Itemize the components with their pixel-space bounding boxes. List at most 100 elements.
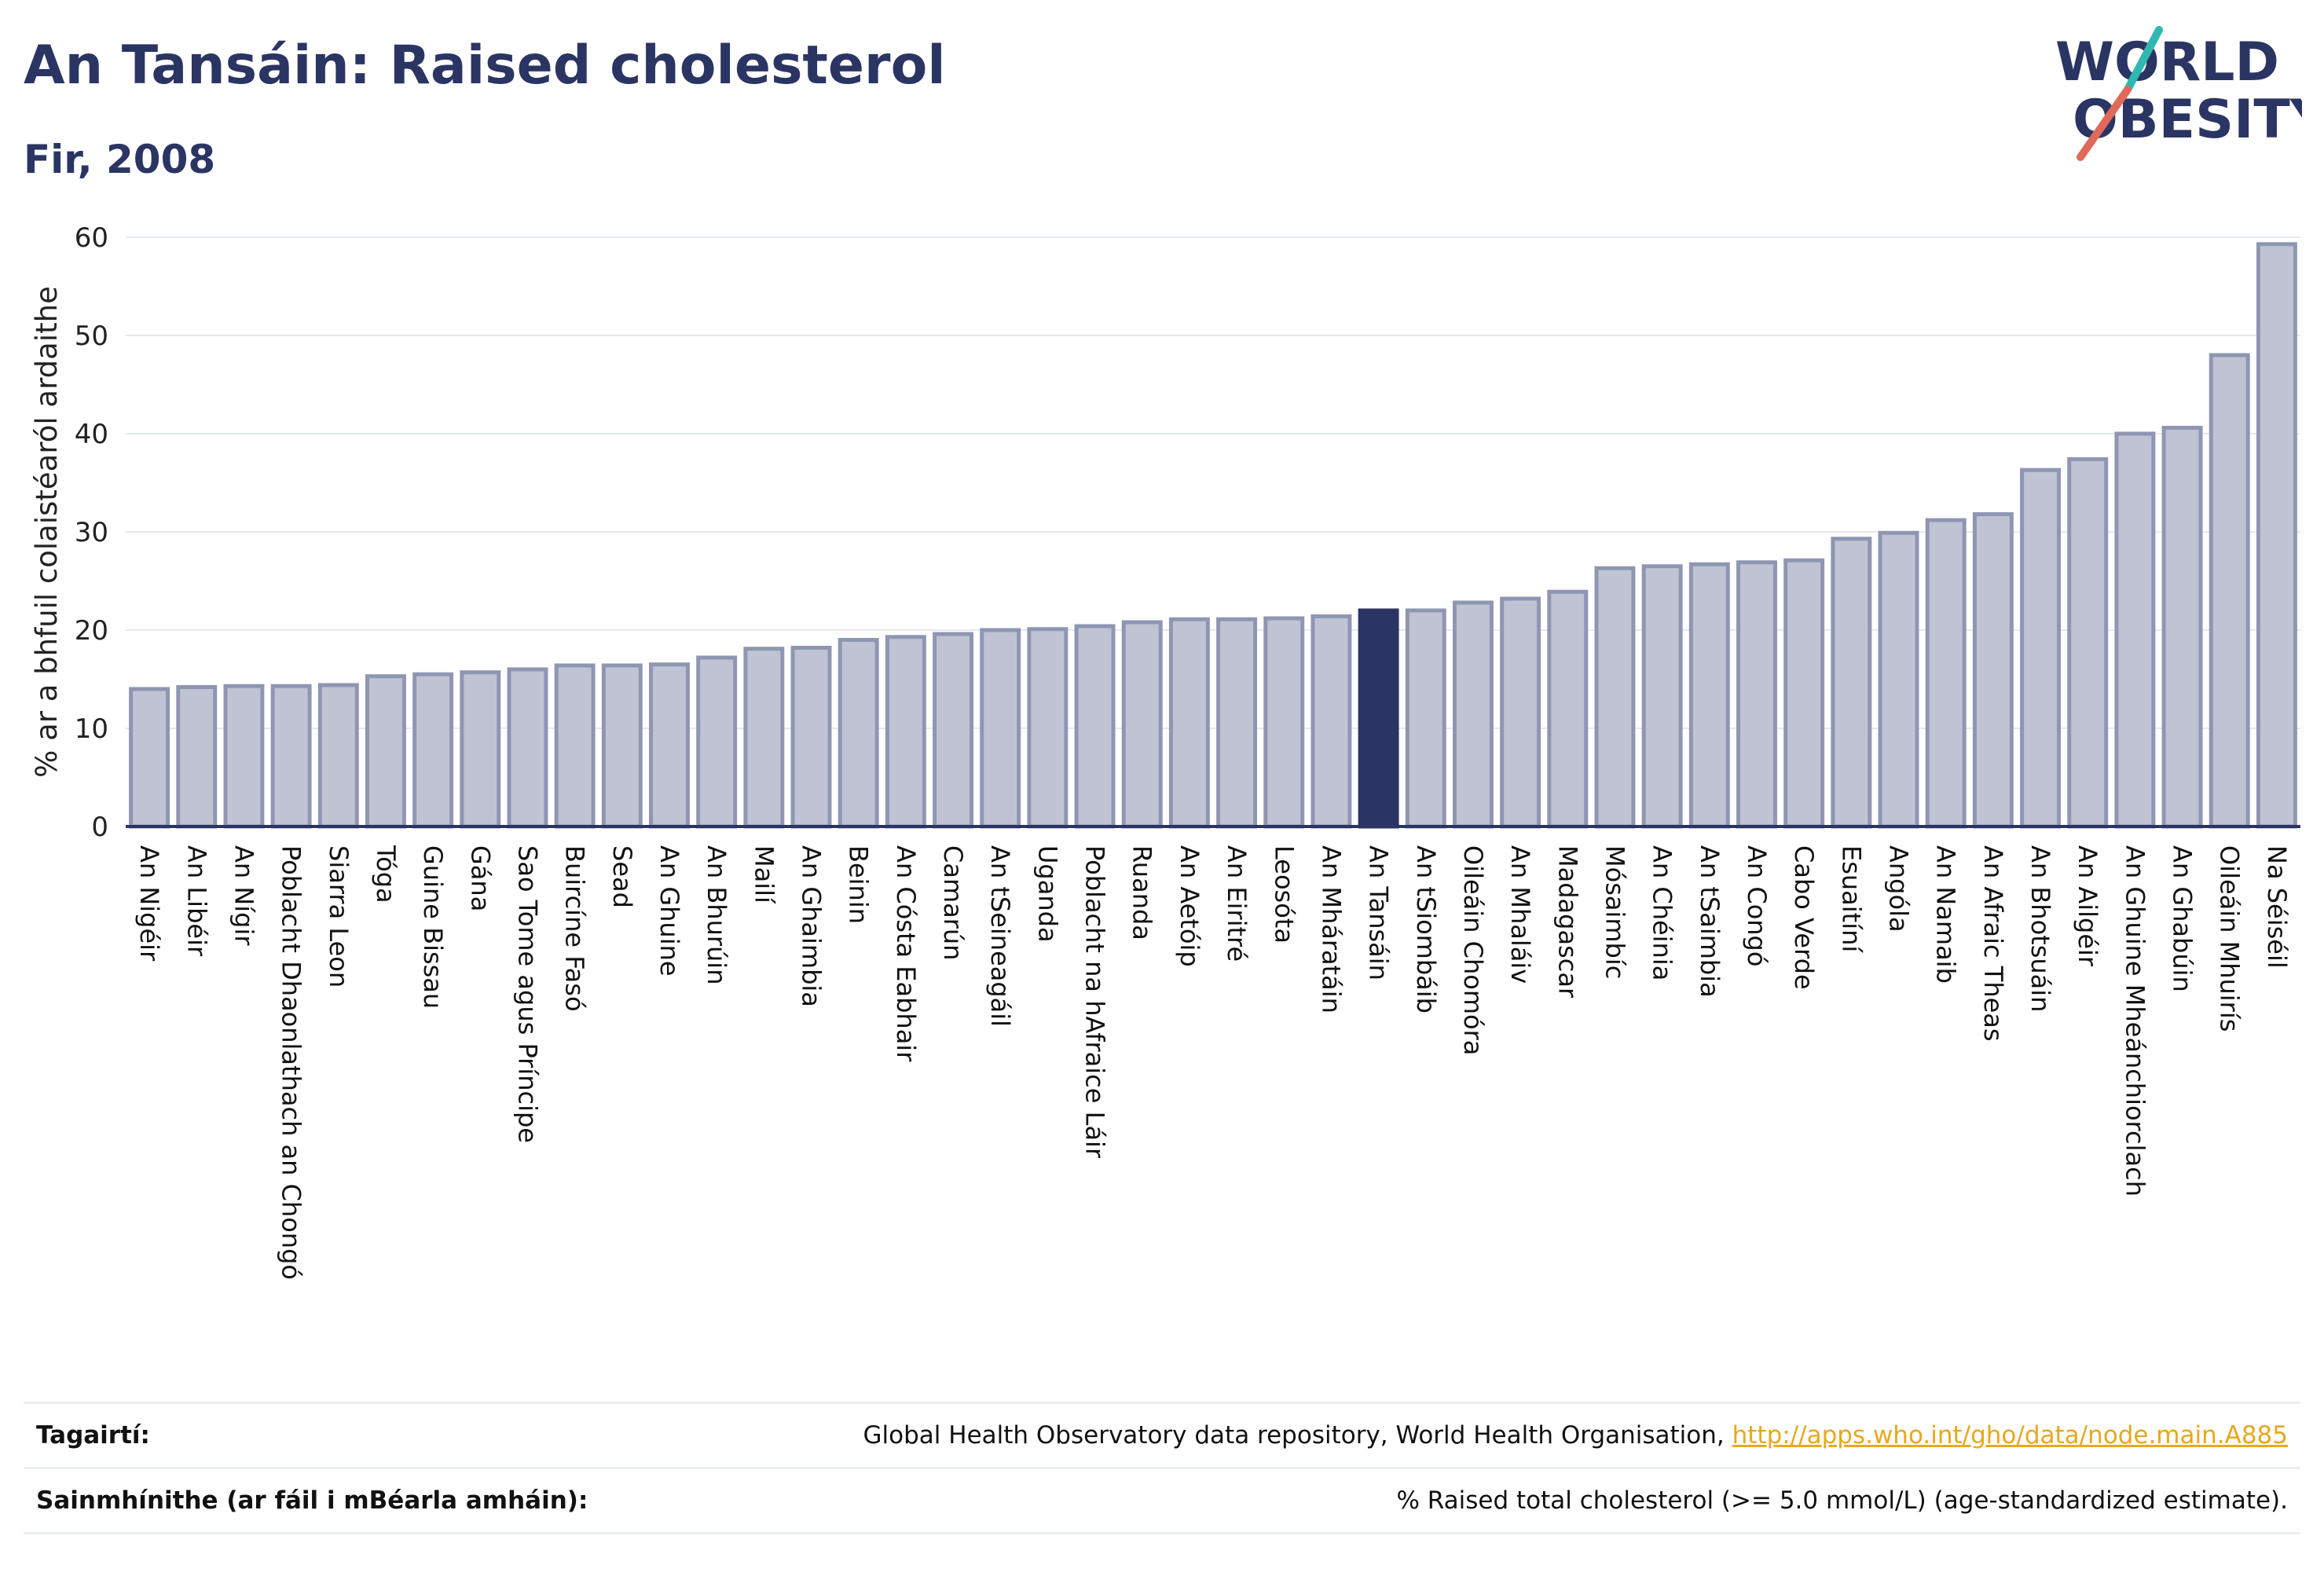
y-tick-label: 0 bbox=[91, 812, 108, 843]
references-link[interactable]: http://apps.who.int/gho/data/node.main.A… bbox=[1732, 1421, 2288, 1450]
world-obesity-logo: WORLD OBESITY bbox=[2055, 26, 2302, 161]
x-tick-label: Esuaitíní bbox=[1836, 845, 1866, 953]
y-tick-label: 40 bbox=[75, 419, 108, 450]
bar bbox=[176, 685, 218, 829]
bar bbox=[1594, 566, 1636, 829]
definitions-text: % Raised total cholesterol (>= 5.0 mmol/… bbox=[1396, 1486, 2288, 1515]
bar bbox=[1688, 562, 1730, 829]
bar bbox=[838, 638, 879, 829]
bar bbox=[1878, 530, 1919, 829]
bar bbox=[649, 662, 690, 829]
bar bbox=[223, 684, 265, 829]
x-tick-label: An tSiombáib bbox=[1411, 845, 1441, 1013]
x-tick-label: Poblacht Dhaonlathach an Chongó bbox=[277, 845, 306, 1280]
x-tick-label: An Mhaláiv bbox=[1505, 845, 1535, 984]
x-tick-label: An Nigéir bbox=[134, 845, 164, 962]
bar bbox=[1121, 620, 1163, 829]
bar bbox=[696, 655, 738, 829]
bar bbox=[1831, 537, 1872, 829]
x-tick-label: Na Séiséil bbox=[2262, 845, 2292, 969]
x-tick-label: An Ghuine bbox=[654, 845, 684, 977]
x-tick-label: An Ailgéir bbox=[2073, 845, 2102, 967]
x-tick-label: An Ghaimbia bbox=[797, 845, 827, 1007]
references-label: Tagairtí: bbox=[36, 1421, 150, 1450]
bar bbox=[2020, 467, 2062, 829]
logo-line1: WORLD bbox=[2055, 31, 2279, 93]
x-tick-label: Angóla bbox=[1884, 845, 1914, 933]
bar bbox=[1405, 608, 1446, 829]
y-tick-label: 30 bbox=[75, 517, 108, 548]
x-tick-label: Poblacht na hAfraice Láir bbox=[1080, 845, 1110, 1159]
x-tick-label: An Ghuine Mheánchiorclach bbox=[2120, 845, 2150, 1197]
x-tick-label: Leosóta bbox=[1269, 845, 1299, 944]
x-tick-label: Uganda bbox=[1032, 845, 1062, 943]
references-text: Global Health Observatory data repositor… bbox=[863, 1421, 1725, 1450]
x-tick-label: Oileáin Mhuirís bbox=[2215, 845, 2245, 1032]
y-tick-label: 60 bbox=[75, 222, 108, 254]
chart-subtitle: Fir, 2008 bbox=[24, 137, 216, 182]
bar bbox=[1500, 596, 1541, 829]
references-row: Tagairtí: Global Health Observatory data… bbox=[24, 1402, 2300, 1467]
bar-chart: 0 10 20 30 40 50 60 % ar a bhfuil colaistéaról … bbox=[30, 222, 2300, 1280]
bar bbox=[1452, 600, 1494, 829]
x-tick-label: An Cósta Eabhair bbox=[891, 845, 921, 1062]
x-tick-label: Ruanda bbox=[1127, 845, 1157, 940]
bar-highlighted bbox=[1358, 608, 1399, 829]
x-tick-label: An tSaimbia bbox=[1695, 845, 1725, 998]
bar bbox=[1641, 564, 1683, 829]
bar bbox=[885, 635, 926, 829]
x-tick-label: An Tansáin bbox=[1364, 845, 1394, 980]
x-tick-label: Beinin bbox=[844, 845, 874, 924]
x-tick-label: Mailí bbox=[749, 845, 779, 904]
x-tick-label: Sead bbox=[607, 845, 637, 908]
bar bbox=[743, 647, 785, 829]
x-tick-label: Buircíne Fasó bbox=[560, 845, 590, 1012]
bar bbox=[1736, 560, 1777, 829]
bar bbox=[2209, 353, 2250, 829]
bar bbox=[1925, 518, 1967, 829]
y-tick-label: 10 bbox=[75, 713, 108, 745]
bar bbox=[460, 670, 501, 829]
bar bbox=[1972, 512, 2014, 829]
x-tick-label: An Chéinia bbox=[1648, 845, 1677, 980]
x-tick-label: An Eiritré bbox=[1222, 845, 1252, 962]
x-tick-label: Guine Bissau bbox=[418, 845, 448, 1009]
x-tick-label: An Bhotsuáin bbox=[2025, 845, 2055, 1012]
definitions-label: Sainmhínithe (ar fáil i mBéarla amháin): bbox=[36, 1486, 588, 1515]
bar bbox=[1074, 624, 1116, 829]
x-tick-label: An Namaib bbox=[1931, 845, 1961, 984]
y-axis-label: % ar a bhfuil colaistéaról ardaithe bbox=[30, 286, 64, 778]
x-tick-label: An Mháratáin bbox=[1316, 845, 1346, 1013]
x-tick-label: Gána bbox=[465, 845, 495, 911]
x-tick-label: Oileáin Chomóra bbox=[1458, 845, 1488, 1055]
bar bbox=[554, 663, 596, 829]
bar bbox=[1783, 558, 1825, 829]
bar bbox=[2161, 426, 2203, 829]
bar bbox=[2114, 431, 2156, 829]
bar bbox=[412, 672, 454, 829]
x-tick-label: Siarra Leon bbox=[324, 845, 354, 988]
x-tick-label: An Nígir bbox=[229, 845, 258, 946]
footer-divider bbox=[24, 1532, 2300, 1534]
x-tick-label: An Congó bbox=[1742, 845, 1772, 966]
bar bbox=[980, 628, 1021, 829]
x-tick-label: An Ghabúin bbox=[2168, 845, 2198, 992]
bar bbox=[1216, 617, 1258, 829]
bar bbox=[129, 687, 170, 829]
bar bbox=[365, 674, 406, 829]
references-value: Global Health Observatory data repositor… bbox=[863, 1421, 2300, 1450]
bar bbox=[2256, 242, 2297, 829]
bar bbox=[317, 683, 359, 829]
bar bbox=[2067, 457, 2109, 829]
bar bbox=[1027, 627, 1069, 829]
bar bbox=[1547, 589, 1589, 829]
x-tick-label: An Aetóip bbox=[1175, 845, 1204, 967]
bar bbox=[270, 684, 312, 829]
bar bbox=[933, 632, 974, 829]
x-tick-label: An Bhurúin bbox=[702, 845, 731, 984]
x-tick-label: Camarún bbox=[938, 845, 968, 960]
x-tick-label: An Afraic Theas bbox=[1978, 845, 2008, 1042]
y-tick-label: 20 bbox=[75, 615, 108, 647]
x-tick-label: An tSeineagáil bbox=[985, 845, 1015, 1027]
bar bbox=[1263, 616, 1305, 829]
